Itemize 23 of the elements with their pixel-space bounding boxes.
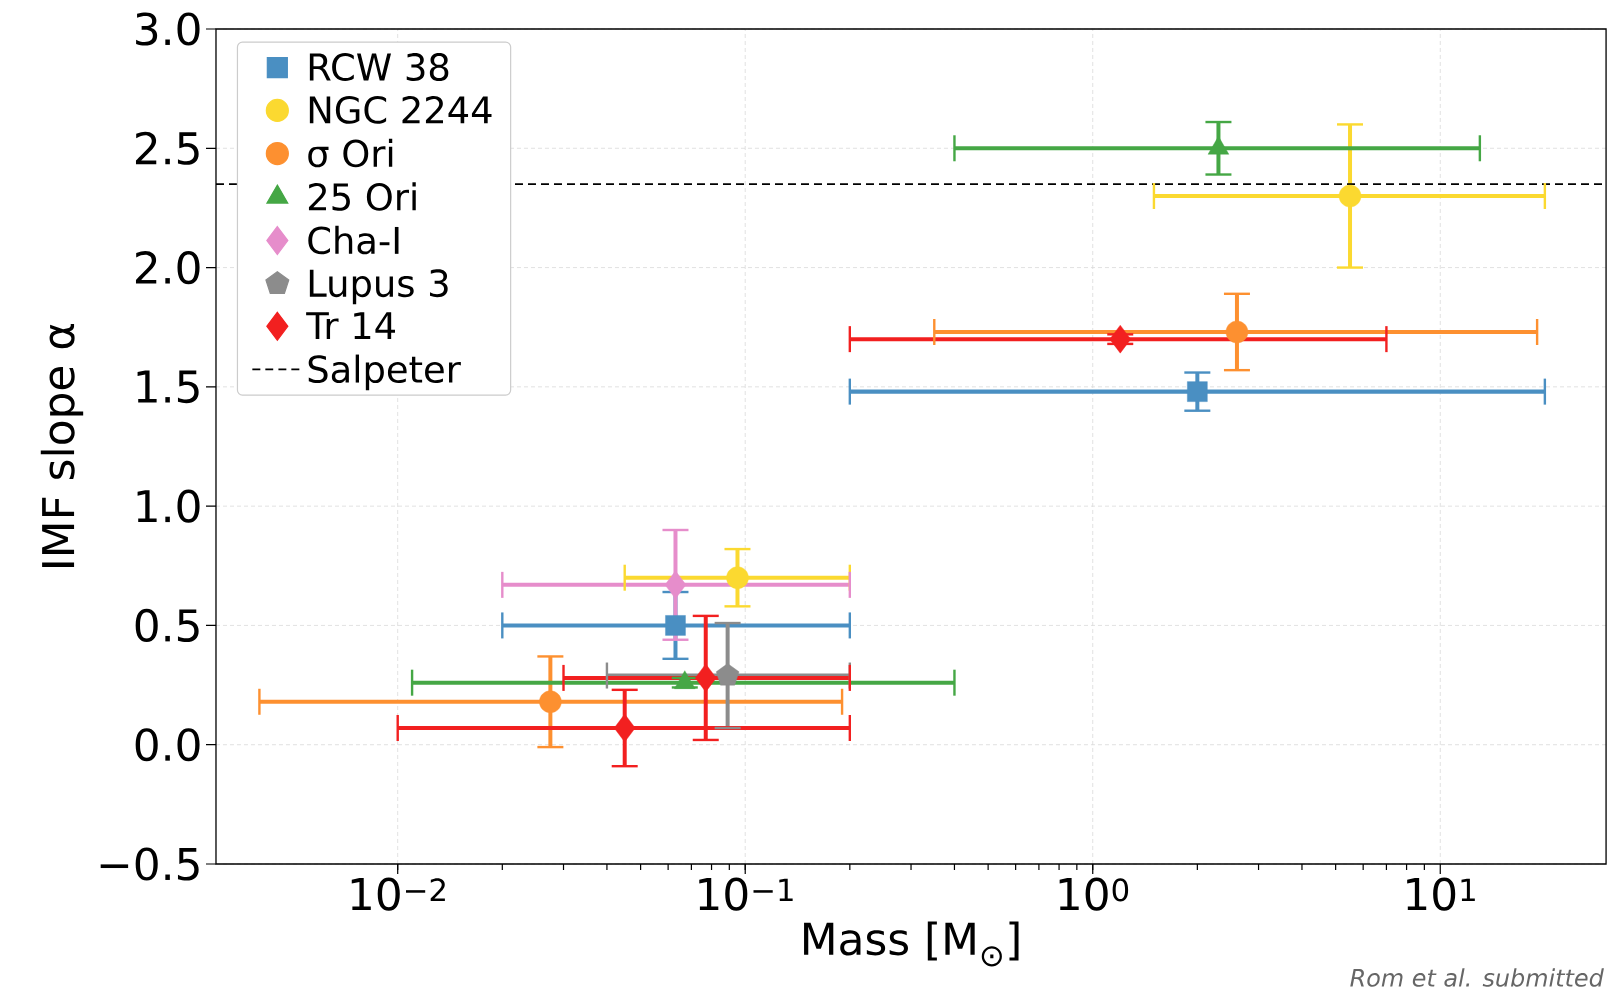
y-tick-label: 2.5 <box>135 131 199 165</box>
x-tick-label: 10$^{−1}$ <box>699 877 793 911</box>
y-tick-label: 2.0 <box>135 250 200 285</box>
legend-label: σ Ori <box>308 138 393 168</box>
text: Rom et al. submitted <box>1350 968 1604 987</box>
legend-label: 25 Ori <box>308 182 416 211</box>
x-axis-title: Mass [M$_{⊙}$] <box>804 921 1019 967</box>
y-tick-label: 3.0 <box>136 12 200 46</box>
legend-label: Lupus 3 <box>309 269 448 305</box>
x-tick-label: 10$^{1}$ <box>1407 877 1475 911</box>
legend-label: NGC 2244 <box>309 95 492 124</box>
y-tick-label: −0.5 <box>100 847 199 881</box>
y-tick-label: 1.0 <box>137 489 200 523</box>
legend-label: Salpeter <box>308 354 461 391</box>
y-axis-title: IMF slope α <box>40 323 84 567</box>
x-tick-label: 10$^{−2}$ <box>351 877 445 911</box>
y-tick-label: 0.0 <box>135 728 200 762</box>
legend-label: RCW 38 <box>309 53 449 81</box>
x-tick-label: 10$^{0}$ <box>1059 877 1129 911</box>
y-tick-label: 0.5 <box>135 608 199 643</box>
legend-label: Cha-I <box>308 225 399 255</box>
y-tick-label: 1.5 <box>137 370 199 404</box>
legend-label: Tr 14 <box>306 312 395 340</box>
